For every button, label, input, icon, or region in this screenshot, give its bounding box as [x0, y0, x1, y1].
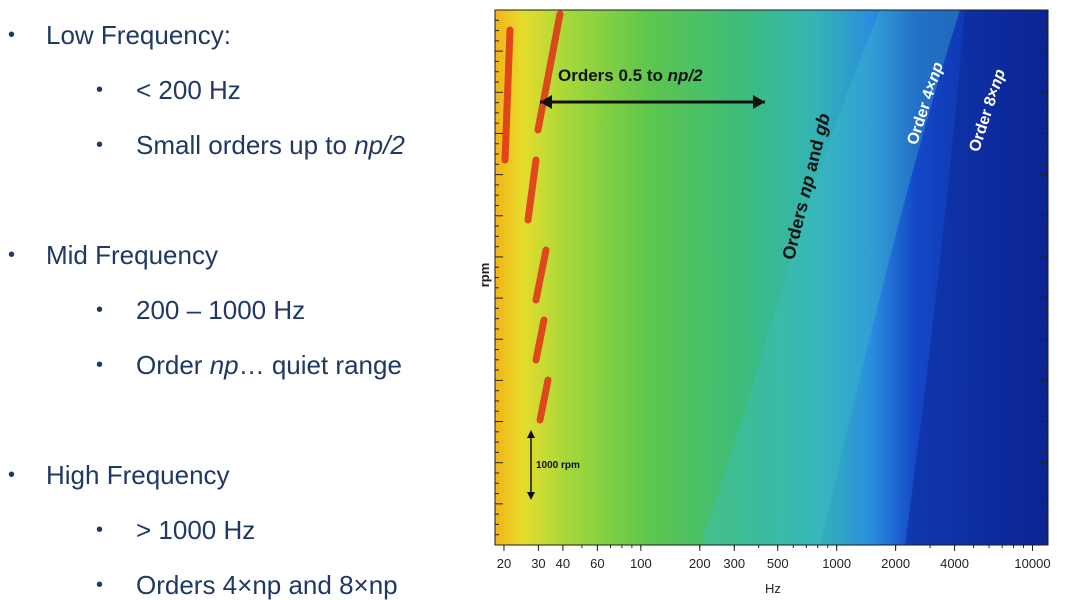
sub-bullet-marker: •	[96, 354, 104, 376]
sub-bullet-text: Order np… quiet range	[136, 350, 402, 380]
x-tick-label: 1000	[822, 556, 851, 571]
sub-bullet-text: > 1000 Hz	[136, 515, 255, 545]
x-tick-label: 30	[531, 556, 545, 571]
x-axis-label: Hz	[765, 581, 781, 596]
order-streaks	[501, 10, 564, 424]
sub-bullet-marker: •	[96, 519, 104, 541]
text-segment: Orders 0.5 to	[558, 66, 668, 85]
text-segment: Orders 4×np and 8×np	[136, 570, 398, 600]
bullet-text: Low Frequency:	[46, 20, 231, 50]
annotation: Orders 0.5 to np/2	[558, 66, 703, 85]
text-segment: np/2	[354, 130, 405, 160]
bullet-marker: •	[8, 244, 16, 266]
x-tick-label: 200	[689, 556, 711, 571]
sub-bullet-marker: •	[96, 299, 104, 321]
annotation: 1000 rpm	[536, 460, 580, 471]
text-segment: 200 – 1000 Hz	[136, 295, 306, 325]
y-axis-label: rpm	[477, 263, 492, 288]
x-tick-label: 4000	[940, 556, 969, 571]
sub-bullet-marker: •	[96, 134, 104, 156]
text-segment: … quiet range	[238, 350, 402, 380]
rpm-ticks	[495, 9, 1048, 546]
x-tick-label: 100	[630, 556, 652, 571]
sub-bullet-text: < 200 Hz	[136, 75, 241, 105]
sub-bullet-text: Small orders up to np/2	[136, 130, 405, 160]
bullet-text: Mid Frequency	[46, 240, 218, 270]
text-segment: np	[925, 60, 947, 84]
text-segment: > 1000 Hz	[136, 515, 256, 545]
text-segment: Small orders up to	[136, 130, 355, 160]
x-tick-label: 300	[723, 556, 745, 571]
bullet-text: High Frequency	[46, 460, 230, 490]
mid-band	[700, 10, 960, 545]
text-segment: Order	[136, 350, 210, 380]
text-segment: np	[209, 350, 239, 380]
x-tick-label: 2000	[881, 556, 910, 571]
bullet-marker: •	[8, 24, 16, 46]
rpm-arrow-heads	[527, 430, 535, 500]
x-tick-label: 10000	[1014, 556, 1050, 571]
x-tick-label: 40	[556, 556, 570, 571]
sub-bullet-text: 200 – 1000 Hz	[136, 295, 305, 325]
text-segment: np	[987, 67, 1009, 91]
sub-bullet-marker: •	[96, 574, 104, 596]
text-segment: < 200 Hz	[136, 75, 241, 105]
sub-bullet-marker: •	[96, 79, 104, 101]
high-band	[905, 10, 1048, 545]
bullet-marker: •	[8, 464, 16, 486]
sub-bullet-text: Orders 4×np and 8×np	[136, 570, 398, 600]
x-tick-label: 20	[497, 556, 511, 571]
x-tick-label: 60	[590, 556, 604, 571]
x-tick-label: 500	[767, 556, 789, 571]
text-segment: np/2	[668, 66, 703, 85]
